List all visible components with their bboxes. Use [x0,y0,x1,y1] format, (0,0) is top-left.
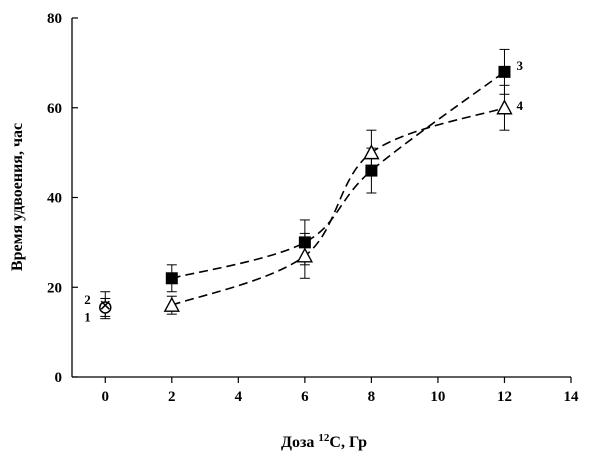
point-series-4 [363,144,380,160]
y-axis-label: Время удвоения, час [9,123,26,271]
point-series-3 [365,164,378,177]
y-tick-label: 40 [47,191,62,207]
x-axis-label-superscript: 12 [318,432,330,444]
point-series-4 [296,247,314,263]
y-tick-label: 20 [47,280,62,296]
series-line-3 [171,71,505,280]
series-lines [171,71,505,306]
point-series-3 [298,236,311,249]
series-tags: 3 4 1 2 [84,58,523,325]
x-tick-label: 14 [564,389,580,405]
y-tick-label: 80 [47,11,62,27]
series-tag-1: 1 [84,309,91,324]
x-tick-label: 8 [368,389,376,405]
series-tag-4: 4 [516,98,523,113]
x-tick-label: 10 [430,389,445,405]
x-tick-label: 0 [102,389,110,405]
point-series-3 [165,272,178,285]
x-tick-label: 12 [497,389,512,405]
x-axis-label-suffix: C, Гр [329,434,367,451]
point-control-2-stroke [100,300,110,310]
point-series-4 [496,99,513,115]
point-series-3 [498,65,511,78]
series-tag-3: 3 [516,58,523,73]
x-axis-label: Доза 12C, Гр [281,432,367,451]
series-tag-2: 2 [84,292,91,307]
point-control-1 [99,301,112,314]
y-tick-label: 60 [47,101,62,117]
error-bars [100,48,510,320]
x-tick-label: 2 [168,389,176,405]
y-tick-label: 0 [55,370,63,386]
x-tick-label: 6 [301,389,309,405]
x-axis-label-prefix: Доза [281,434,318,451]
series-line-4 [171,106,505,306]
markers [99,65,513,314]
plot-frame [71,18,571,378]
point-series-4 [163,296,180,312]
x-tick-label: 4 [235,389,243,405]
